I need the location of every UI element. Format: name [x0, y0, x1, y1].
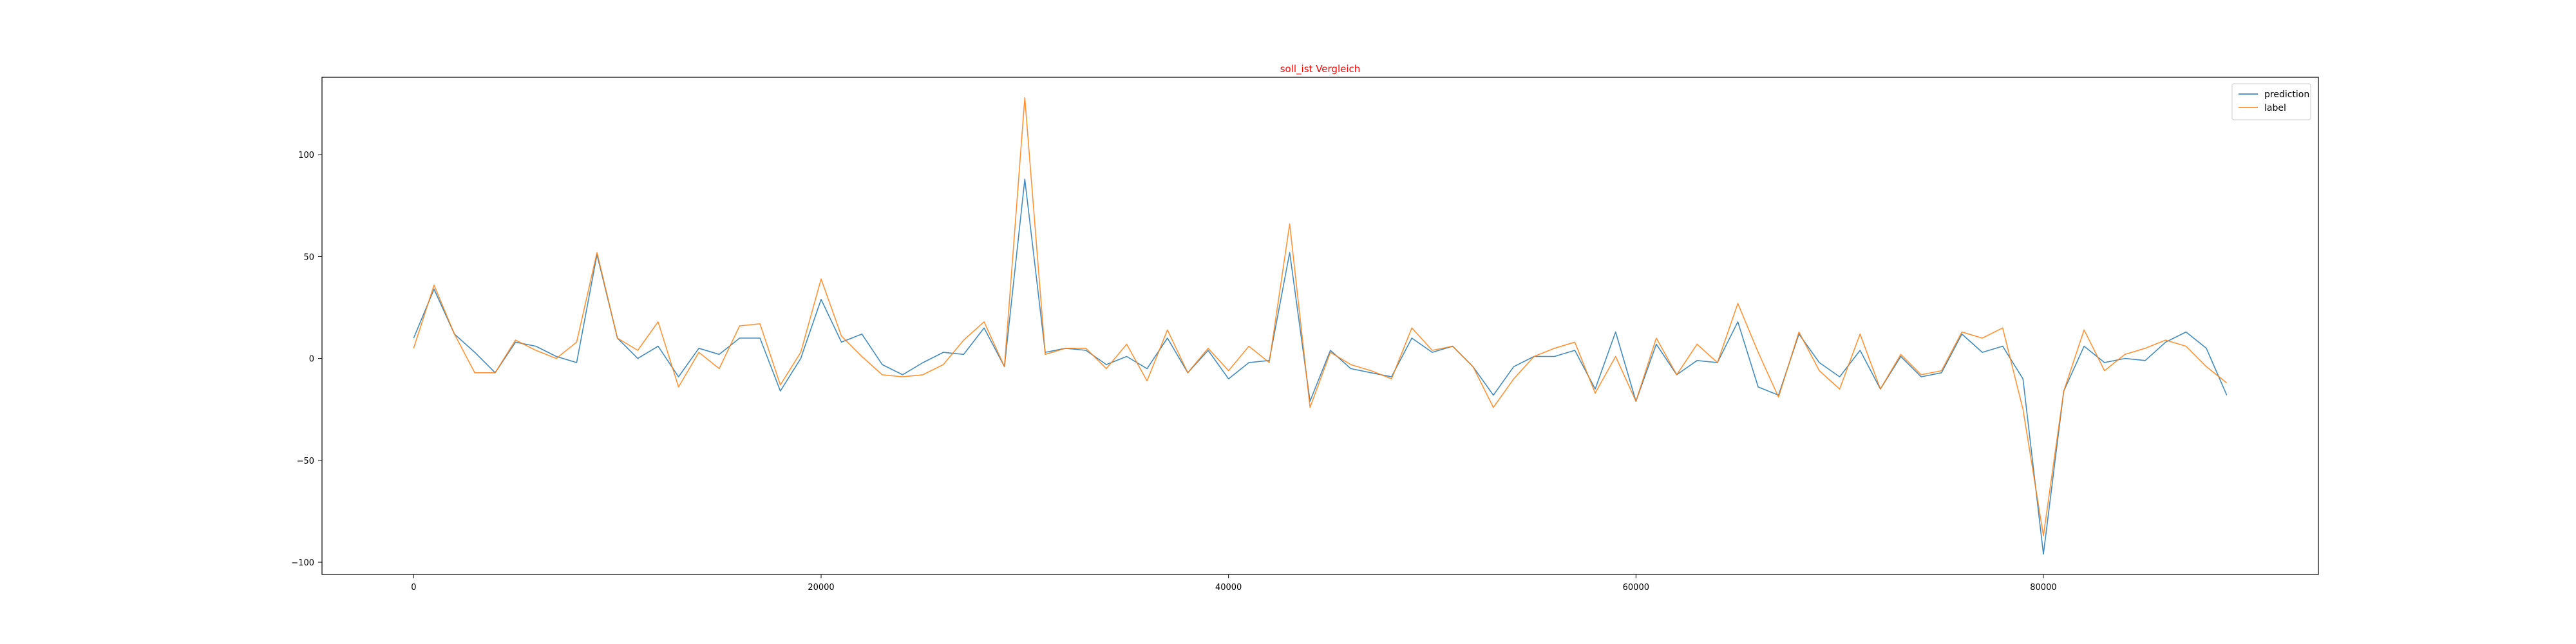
legend-label-label: label [2264, 103, 2286, 113]
y-tick-label: 50 [303, 252, 314, 262]
plot-area: 0 20000 40000 60000 80000 −100 −50 0 50 100 [291, 77, 2319, 592]
series-line-label [413, 97, 2228, 536]
y-tick-label: −100 [291, 558, 314, 568]
x-tick-label: 80000 [2030, 583, 2056, 592]
y-axis: −100 −50 0 50 100 [291, 151, 322, 568]
legend: prediction label [2231, 83, 2311, 120]
series-lines [413, 97, 2228, 555]
series-line-prediction [413, 178, 2228, 555]
x-axis: 0 20000 40000 60000 80000 [411, 574, 2057, 592]
x-tick-label: 40000 [1215, 583, 1242, 592]
x-tick-label: 60000 [1623, 583, 1649, 592]
legend-box [2231, 83, 2311, 120]
y-tick-label: 100 [298, 151, 314, 160]
y-tick-label: 0 [309, 355, 314, 365]
x-tick-label: 20000 [808, 583, 834, 592]
legend-label-prediction: prediction [2264, 90, 2309, 100]
axes-frame [321, 77, 2319, 575]
y-tick-label: −50 [297, 457, 314, 466]
chart-title: soll_ist Vergleich [1280, 63, 1361, 75]
x-tick-label: 0 [411, 583, 416, 592]
